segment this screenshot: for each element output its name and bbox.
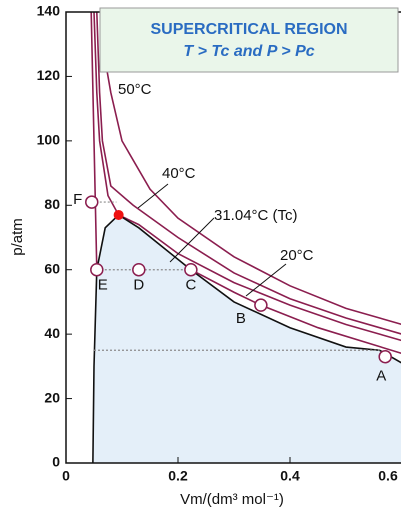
state-point xyxy=(254,298,268,312)
x-tick-label: 0.6 xyxy=(378,468,398,484)
x-axis-label: Vm/(dm³ mol⁻¹) xyxy=(180,491,284,508)
leader-line xyxy=(137,183,169,209)
critical-point xyxy=(113,209,124,220)
isotherm-label: 20°C xyxy=(280,247,314,264)
point-label: C xyxy=(185,277,196,294)
y-tick-label: 100 xyxy=(37,132,61,148)
x-tick-label: 0.4 xyxy=(280,468,300,484)
isotherm xyxy=(93,12,401,342)
y-axis-label: p/atm xyxy=(9,218,26,256)
x-tick-label: 0 xyxy=(62,468,70,484)
point-label: D xyxy=(133,277,144,294)
isotherm-label: 31.04°C (Tc) xyxy=(214,207,298,224)
y-tick-label: 120 xyxy=(37,67,61,83)
area xyxy=(92,214,401,463)
isotherm-label: 50°C xyxy=(118,81,152,98)
state-point xyxy=(132,262,146,277)
y-tick-label: 140 xyxy=(37,3,61,19)
chart-subtitle: T > Tc and P > Pc xyxy=(183,43,314,60)
y-tick-label: 80 xyxy=(44,196,60,212)
isotherm-label: 40°C xyxy=(162,165,196,182)
point-label: B xyxy=(236,310,246,327)
point-label: A xyxy=(376,368,386,385)
leader-line xyxy=(245,263,287,297)
y-tick-label: 60 xyxy=(44,260,60,276)
state-point xyxy=(90,262,104,277)
point-label: E xyxy=(98,277,108,294)
x-tick-label: 0.2 xyxy=(168,468,188,484)
state-point xyxy=(85,195,99,209)
isotherm xyxy=(96,12,401,335)
point-label: F xyxy=(73,191,82,208)
y-tick-label: 0 xyxy=(52,454,60,470)
isotherm xyxy=(99,12,401,326)
state-point xyxy=(184,262,198,277)
isotherm xyxy=(90,12,401,355)
plot-area xyxy=(90,12,401,463)
leader-line xyxy=(169,217,215,263)
y-tick-label: 40 xyxy=(44,325,60,341)
state-point xyxy=(378,349,392,364)
title-box xyxy=(99,7,399,73)
chart-title: SUPERCRITICAL REGION xyxy=(150,21,347,38)
y-tick-label: 20 xyxy=(44,389,60,405)
